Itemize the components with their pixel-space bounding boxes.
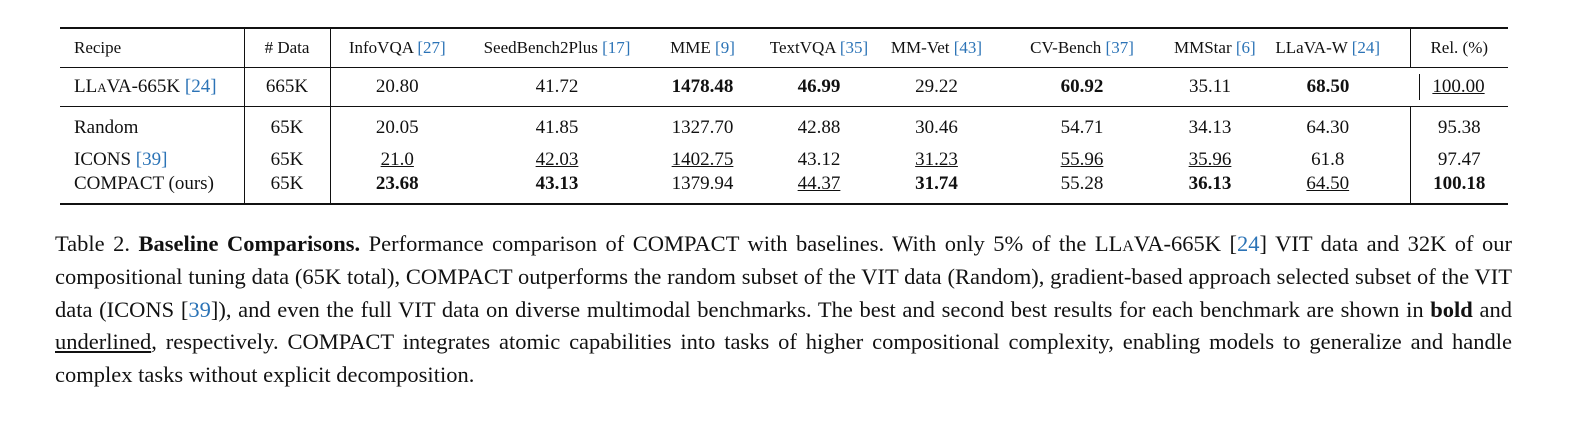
row-label: COMPACT (ours)	[60, 173, 244, 205]
cell: 65K	[243, 173, 330, 205]
table-row: Random 65K 20.05 41.85 1327.70 42.88 30.…	[60, 106, 1508, 146]
cell: 61.8	[1311, 148, 1345, 170]
citation: 35	[845, 38, 863, 57]
recipe-name: ICONS	[74, 148, 132, 170]
cell: 95.38	[1409, 106, 1508, 146]
cell: 54.71	[1060, 117, 1104, 138]
row-label: ICONS [39]	[74, 148, 168, 170]
cell: 100.00	[1410, 67, 1508, 107]
cell: 41.72	[464, 67, 650, 107]
caption: Table 2. Baseline Comparisons. Performan…	[55, 228, 1512, 392]
header-cell: MMStar [6]	[1174, 27, 1256, 68]
cell: 36.13	[1174, 173, 1246, 205]
row-label: LLaVA-665K [24]	[60, 67, 244, 107]
cell: 1478.48	[650, 67, 755, 107]
caption-text: Performance comparison of COMPACT with b…	[368, 231, 1087, 256]
cell: 64.50	[1246, 173, 1410, 205]
header-cell: InfoVQA [27]	[329, 27, 464, 68]
table-row: ICONS [39] 65K 21.0 42.03 1402.75 43.12 …	[60, 146, 1508, 173]
results-table: Recipe # Data InfoVQA [27] SeedBench2Plu…	[60, 27, 1508, 205]
header-cell: SeedBench2Plus [17]	[464, 27, 650, 68]
citation: 24	[1357, 38, 1375, 57]
caption-text: , respectively. COMPACT integrates atomi…	[55, 329, 1512, 388]
cell: 1379.94	[650, 173, 755, 205]
citation: 17	[607, 38, 625, 57]
citation: 27	[422, 38, 440, 57]
citation: 9	[720, 38, 730, 57]
citation: 39	[188, 296, 211, 322]
cell: 20.80	[329, 67, 464, 107]
cell: 65K	[243, 146, 330, 173]
cell: 34.13	[1188, 117, 1232, 138]
caption-label: Table 2.	[55, 231, 131, 256]
cell: 35.11	[1174, 67, 1246, 107]
header-cell: TextVQA [35]	[755, 27, 883, 68]
cell: 43.13	[464, 173, 650, 205]
caption-text: and	[1479, 296, 1513, 322]
cell: 1327.70	[671, 117, 734, 138]
cell: 60.92	[990, 67, 1174, 107]
row-label: Random	[74, 117, 139, 138]
header-name: InfoVQA	[348, 38, 414, 57]
cell: 30.46	[915, 117, 958, 138]
cell: 31.23	[915, 148, 958, 170]
header-name: MM-Vet	[890, 38, 950, 57]
table-row: COMPACT (ours) 65K 23.68 43.13 1379.94 4…	[60, 173, 1508, 205]
caption-heading: Baseline Comparisons.	[138, 231, 361, 256]
caption-text: ]), and even the full VIT data on divers…	[210, 296, 1424, 322]
header-name: LLaVA-W	[1275, 38, 1348, 57]
cell: 23.68	[329, 173, 464, 205]
header-cell: # Data	[243, 27, 330, 68]
cell: 21.0	[329, 146, 464, 173]
cell: 31.74	[883, 173, 990, 205]
cell: 46.99	[755, 67, 883, 107]
cell: 68.50	[1246, 67, 1410, 107]
citation: 24	[1237, 231, 1260, 256]
cell: 97.47	[1409, 146, 1508, 173]
caption-text: [	[1229, 231, 1238, 256]
cell: 65K	[243, 106, 330, 146]
header-name: CV-Bench	[1030, 38, 1102, 57]
header-cell: Rel. (%)	[1409, 27, 1508, 68]
cell: 44.37	[755, 173, 883, 205]
citation: 24	[191, 76, 211, 97]
cell: 1402.75	[671, 148, 734, 170]
cell: 43.12	[797, 148, 841, 170]
header-cell: CV-Bench [37]	[990, 27, 1174, 68]
cell: 29.22	[883, 67, 990, 107]
citation: 39	[142, 148, 162, 170]
caption-text: bold	[1430, 296, 1473, 322]
cell: 42.03	[535, 148, 579, 170]
header-cell: MME [9]	[650, 27, 755, 68]
header-cell: LLaVA-W [24]	[1246, 27, 1410, 68]
caption-text: ] VIT data and 32K of our compositional …	[55, 231, 1513, 322]
header-name: MME	[670, 38, 711, 57]
citation: 6	[1241, 38, 1251, 57]
cell: 35.96	[1188, 148, 1232, 170]
recipe-name: LLaVA-665K	[74, 76, 181, 97]
table-row: LLaVA-665K [24] 665K 20.80 41.72 1478.48…	[60, 67, 1508, 107]
cell: 55.28	[990, 173, 1174, 205]
cell: 55.96	[1060, 148, 1104, 170]
header-cell: Recipe	[60, 27, 244, 68]
header-row: Recipe # Data InfoVQA [27] SeedBench2Plu…	[60, 27, 1508, 68]
caption-text: underlined	[55, 329, 152, 355]
header-name: TextVQA	[769, 38, 836, 57]
cell: 665K	[243, 67, 330, 107]
cell-text: 100.00	[1432, 76, 1485, 97]
cell: 20.05	[329, 106, 464, 146]
header-name: MMStar	[1174, 38, 1232, 57]
cell: 42.88	[797, 117, 841, 138]
citation: 37	[1111, 38, 1129, 57]
cell: 100.18	[1409, 173, 1508, 205]
cell: 64.30	[1306, 117, 1350, 138]
header-cell: MM-Vet [43]	[883, 27, 990, 68]
cell: 41.85	[535, 117, 579, 138]
header-name: SeedBench2Plus	[483, 38, 598, 57]
caption-text: LLaVA-665K	[1094, 231, 1222, 256]
citation: 43	[959, 38, 977, 57]
